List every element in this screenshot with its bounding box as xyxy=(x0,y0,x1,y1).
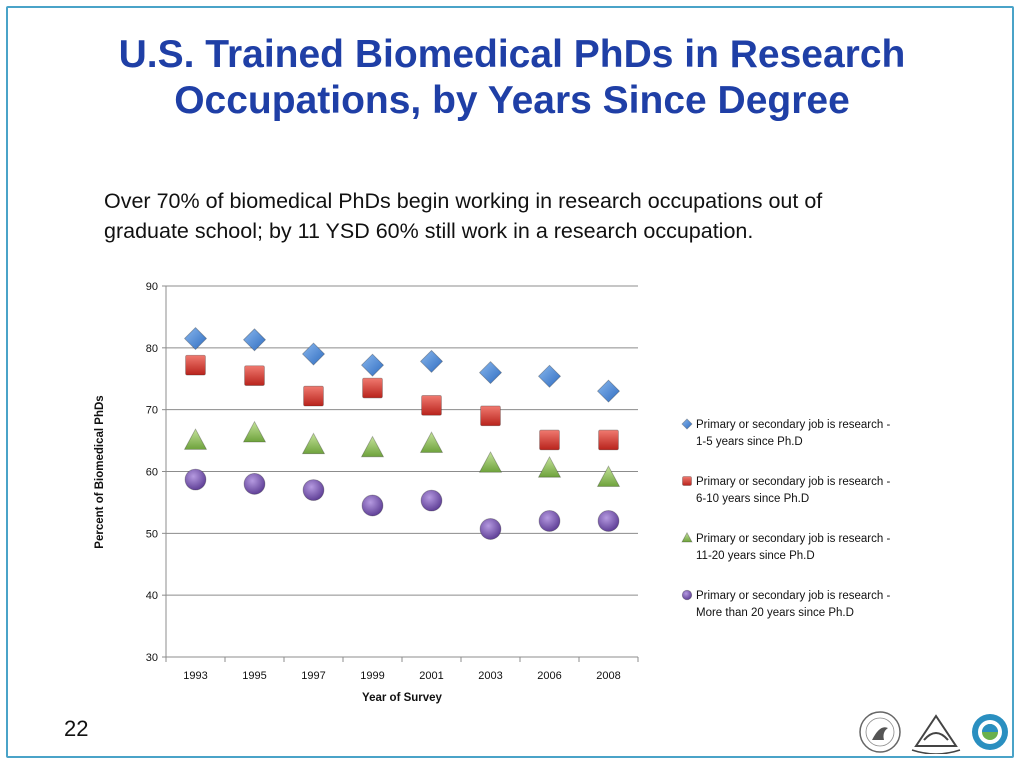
x-tick-label: 1997 xyxy=(301,670,325,682)
y-tick-label: 80 xyxy=(146,343,158,355)
x-tick-label: 2001 xyxy=(419,670,443,682)
legend-label-line2: 11-20 years since Ph.D xyxy=(696,550,815,562)
data-point-s2 xyxy=(183,428,208,450)
slide-frame xyxy=(6,6,1014,758)
y-tick-label: 50 xyxy=(146,528,158,540)
grid xyxy=(166,285,638,658)
data-point-s3 xyxy=(361,494,384,517)
y-axis-label: Percent of Biomedical PhDs xyxy=(94,395,106,548)
data-point-s1 xyxy=(185,354,206,376)
legend-label-line2: More than 20 years since Ph.D xyxy=(696,607,854,619)
legend-marker xyxy=(682,476,692,486)
data-point-s0 xyxy=(183,326,208,351)
legend-label-line1: Primary or secondary job is research - xyxy=(696,590,890,602)
x-tick-label: 2008 xyxy=(596,670,620,682)
data-point-s3 xyxy=(302,479,325,501)
data-point-s2 xyxy=(301,432,326,455)
legend-marker xyxy=(681,418,693,430)
slide-title: U.S. Trained Biomedical PhDs in Research… xyxy=(20,32,1004,124)
legend-marker xyxy=(681,531,693,543)
x-tick-label: 2006 xyxy=(537,670,561,682)
hhs-seal-icon xyxy=(859,711,901,753)
slide-title-line1: U.S. Trained Biomedical PhDs in Research xyxy=(118,33,906,76)
data-point-s2 xyxy=(478,451,503,473)
data-point-s1 xyxy=(539,429,560,451)
data-point-s0 xyxy=(242,328,267,352)
logo-group xyxy=(858,710,1010,754)
x-tick-label: 1995 xyxy=(242,670,266,682)
data-point-s1 xyxy=(244,365,265,386)
data-point-s3 xyxy=(420,489,443,512)
x-axis-label: Year of Survey xyxy=(362,692,443,704)
data-point-s0 xyxy=(478,361,503,385)
slide-title-line2: Occupations, by Years Since Degree xyxy=(174,79,850,122)
legend-label-line1: Primary or secondary job is research - xyxy=(696,476,890,488)
data-point-s2 xyxy=(242,420,267,443)
legend-label-line2: 6-10 years since Ph.D xyxy=(696,493,809,505)
y-tick-label: 40 xyxy=(146,590,158,602)
data-point-s0 xyxy=(537,364,562,388)
data-point-s0 xyxy=(596,379,621,403)
y-tick-label: 70 xyxy=(146,405,158,417)
data-point-s1 xyxy=(303,385,324,407)
legend-label-line1: Primary or secondary job is research - xyxy=(696,419,890,431)
data-point-s2 xyxy=(360,435,385,458)
data-point-s1 xyxy=(362,377,383,399)
data-point-s1 xyxy=(598,429,619,451)
legend: Primary or secondary job is research - 1-… xyxy=(681,418,890,619)
axes: 30 40 50 60 70 80 90 1993 1995 1997 1999 2001 2003 20… xyxy=(146,281,639,682)
data-point-s1 xyxy=(480,405,501,427)
data-point-s3 xyxy=(597,510,620,532)
oer-logo-icon xyxy=(972,714,1008,750)
legend-marker xyxy=(681,589,693,601)
y-tick-label: 90 xyxy=(146,281,158,293)
y-tick-label: 30 xyxy=(146,652,158,664)
data-point-s3 xyxy=(243,473,266,495)
data-point-s2 xyxy=(537,456,562,478)
x-tick-label: 1993 xyxy=(183,670,207,682)
data-point-s0 xyxy=(301,342,326,366)
x-tick-label: 2003 xyxy=(478,670,502,682)
data-point-s3 xyxy=(538,510,561,532)
data-point-s2 xyxy=(419,431,444,453)
legend-label-line1: Primary or secondary job is research - xyxy=(696,533,890,545)
slide-subtitle-line1: Over 70% of biomedical PhDs begin workin… xyxy=(104,189,823,213)
slide-subtitle: Over 70% of biomedical PhDs begin workin… xyxy=(104,186,984,246)
legend-label-line2: 1-5 years since Ph.D xyxy=(696,436,803,448)
x-tick-label: 1999 xyxy=(360,670,384,682)
data-point-s0 xyxy=(360,353,385,377)
data-marks xyxy=(183,326,621,540)
y-tick-label: 60 xyxy=(146,467,158,479)
data-point-s2 xyxy=(596,465,621,487)
data-point-s1 xyxy=(421,395,442,416)
slide-number: 22 xyxy=(64,716,89,741)
data-point-s3 xyxy=(184,468,207,491)
data-point-s0 xyxy=(419,349,444,374)
data-point-s3 xyxy=(479,518,502,540)
slide-subtitle-line2: graduate school; by 11 YSD 60% still wor… xyxy=(104,219,754,243)
nih-logo-icon xyxy=(911,714,961,754)
